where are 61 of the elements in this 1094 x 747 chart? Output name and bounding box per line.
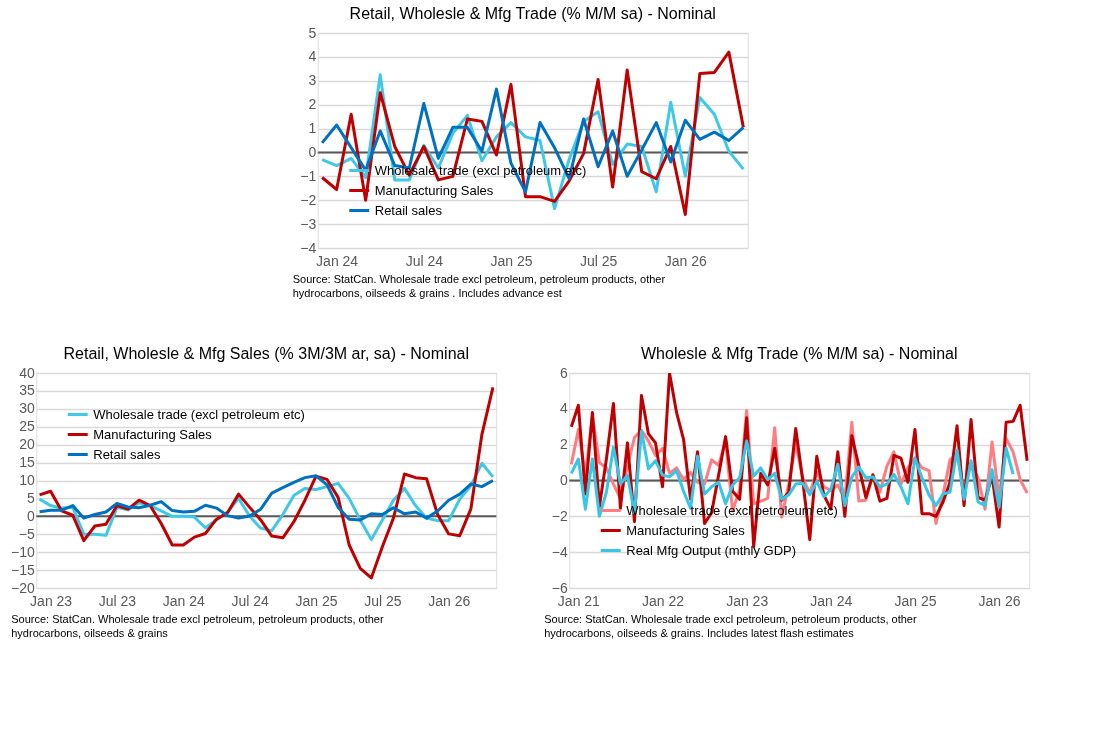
- y-tick-label: 15: [19, 454, 35, 471]
- legend-label: Real Mfg Output (mthly GDP): [626, 542, 797, 558]
- line-series: [38, 385, 495, 580]
- legend-label: Manufacturing Sales: [93, 426, 213, 442]
- chart-title: Retail, Wholesle & Mfg Trade (% M/M sa) - Nominal: [349, 5, 716, 22]
- y-tick-label: −2: [300, 191, 317, 208]
- x-tick-label: Jan 25: [295, 592, 338, 609]
- y-tick-label: −1: [300, 167, 317, 184]
- source-note: Source: StatCan. Wholesale trade excl petroleum, petroleum products, other hydrocarbons, oilseeds & grains: [11, 613, 384, 639]
- y-tick-label: 2: [559, 436, 568, 453]
- x-tick-label: Jan 24: [316, 252, 359, 269]
- y-tick-label: 0: [26, 507, 35, 524]
- y-tick-label: 40: [19, 364, 35, 381]
- chart-title: Retail, Wholesle & Mfg Sales (% 3M/3M ar, sa) - Nominal: [63, 345, 469, 362]
- legend-label: Retail sales: [374, 202, 443, 218]
- y-tick-label: 5: [308, 24, 317, 41]
- y-tick-label: 0: [559, 472, 568, 488]
- y-tick-label: 4: [559, 400, 568, 417]
- y-tick-label: 4: [308, 48, 317, 65]
- y-tick-label: 0: [308, 143, 317, 160]
- y-tick-label: 1: [308, 120, 317, 137]
- y-tick-label: −2: [551, 507, 568, 524]
- x-tick-label: Jan 22: [641, 592, 685, 609]
- line-series: [569, 429, 1015, 518]
- x-tick-label: Jan 26: [428, 592, 471, 609]
- y-tick-label: 10: [19, 472, 35, 488]
- x-tick-label: Jan 25: [894, 592, 937, 609]
- x-tick-label: Jan 24: [810, 592, 853, 609]
- legend-label: Retail sales: [93, 446, 161, 462]
- x-tick-label: Jul 25: [579, 252, 618, 269]
- y-tick-label: 20: [19, 436, 35, 453]
- y-tick-label: 25: [19, 418, 35, 435]
- legend-label: Wholesale trade (excl petroleum etc): [93, 406, 305, 422]
- legend-label: Manufacturing Sales: [374, 182, 494, 198]
- x-tick-label: Jan 24: [162, 592, 206, 609]
- line-series: [320, 50, 745, 217]
- x-tick-label: Jan 26: [664, 252, 708, 269]
- source-note: Source: StatCan. Wholesale trade excl petroleum, petroleum products, other hydrocarbons, oilseeds & grains . Includes advance est: [292, 273, 666, 299]
- x-tick-label: Jul 23: [98, 592, 137, 609]
- x-tick-label: Jan 26: [978, 592, 1021, 609]
- y-tick-label: −3: [300, 215, 317, 232]
- y-tick-label: 30: [19, 400, 35, 417]
- y-tick-label: 5: [26, 489, 35, 506]
- y-tick-label: −15: [11, 561, 35, 578]
- y-tick-label: 3: [308, 72, 317, 89]
- source-note: Source: StatCan. Wholesale trade excl petroleum, petroleum products, other hydrocarbons, oilseeds & grains. Includes latest flash estimates: [544, 613, 917, 639]
- y-tick-label: 2: [308, 96, 317, 113]
- x-tick-label: Jul 24: [231, 592, 270, 609]
- y-tick-label: −4: [300, 239, 317, 256]
- x-tick-label: Jan 23: [726, 592, 769, 609]
- y-tick-label: −10: [11, 543, 35, 560]
- y-tick-label: −5: [18, 525, 35, 542]
- x-tick-label: Jul 25: [364, 592, 402, 609]
- x-tick-label: Jan 25: [490, 252, 533, 269]
- y-tick-label: 35: [19, 382, 35, 399]
- chart-title: Wholesle & Mfg Trade (% M/M sa) - Nominal: [640, 345, 958, 362]
- y-tick-label: −4: [551, 543, 568, 560]
- y-tick-label: 6: [559, 364, 568, 381]
- line-series: [38, 474, 495, 522]
- legend-label: Manufacturing Sales: [626, 522, 746, 538]
- x-tick-label: Jul 24: [405, 252, 444, 269]
